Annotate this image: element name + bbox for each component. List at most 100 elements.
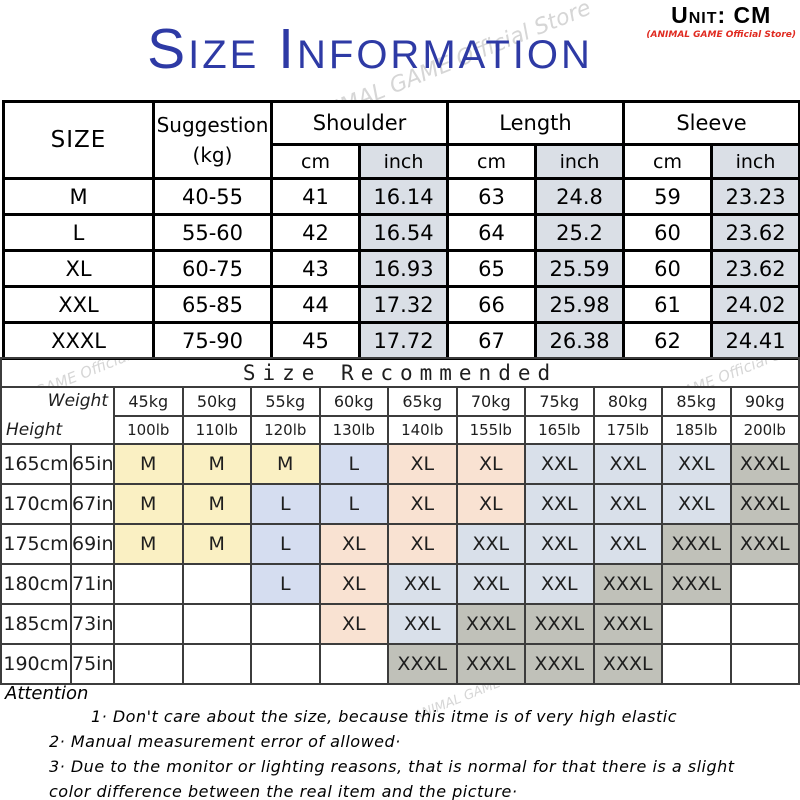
size-recommend-cell: XXXL <box>729 443 800 485</box>
weight-lb-header: 110lb <box>181 415 252 445</box>
height-in-cell: 65in <box>70 443 115 485</box>
size-recommend-cell: XXL <box>455 563 526 605</box>
size-row-l: L 55-60 42 16.54 64 25.2 60 23.62 <box>2 213 800 252</box>
size-recommend-cell: M <box>113 443 184 485</box>
sleeve-cm-cell: 59 <box>622 177 714 216</box>
sleeve-cm-cell: 61 <box>622 285 714 324</box>
height-in-cell: 67in <box>70 483 115 525</box>
recommend-row-190: 190cm 75in XXXL XXXL XXXL XXXL <box>0 643 800 685</box>
size-recommend-cell <box>181 643 252 685</box>
size-recommend-cell: L <box>318 443 389 485</box>
size-table: SIZE Suggestion (kg) Shoulder Length Sle… <box>2 100 800 360</box>
size-recommend-cell: L <box>250 563 321 605</box>
sleeve-inch-cell: 23.23 <box>710 177 800 216</box>
size-recommend-cell: XXXL <box>592 643 663 685</box>
size-recommend-cell: XL <box>387 443 458 485</box>
cm-header: cm <box>622 143 714 180</box>
length-inch-cell: 25.59 <box>534 249 626 288</box>
cm-header: cm <box>446 143 538 180</box>
weight-kg-header: 85kg <box>661 386 732 417</box>
weight-kg-header: 65kg <box>387 386 458 417</box>
size-row-xl: XL 60-75 43 16.93 65 25.59 60 23.62 <box>2 249 800 288</box>
size-cell: XL <box>2 249 155 288</box>
group-header-sleeve: Sleeve <box>622 100 800 146</box>
size-recommend-cell: XXL <box>524 563 595 605</box>
group-header-length: Length <box>446 100 626 146</box>
shoulder-cm-cell: 45 <box>270 321 361 360</box>
length-cm-cell: 64 <box>446 213 538 252</box>
size-table-group-header-row: SIZE Suggestion (kg) Shoulder Length Sle… <box>2 100 800 180</box>
inch-header: inch <box>534 143 626 180</box>
height-cm-cell: 175cm <box>0 523 72 565</box>
shoulder-inch-cell: 17.32 <box>357 285 450 324</box>
size-recommend-cell <box>113 643 184 685</box>
weight-lb-header: 120lb <box>250 415 321 445</box>
size-row-m: M 40-55 41 16.14 63 24.8 59 23.23 <box>2 177 800 216</box>
unit-block: Unit: CM (ANIMAL GAME Official Store) <box>646 2 796 40</box>
attention-item: 3· Due to the monitor or lighting reason… <box>49 757 735 776</box>
size-recommend-cell <box>661 603 732 645</box>
suggestion-cell: 65-85 <box>152 285 273 324</box>
page-title: Size Information <box>147 17 593 81</box>
size-recommend-cell: XL <box>387 523 458 565</box>
height-cm-cell: 165cm <box>0 443 72 485</box>
recommend-row-175: 175cm 69in M M L XL XL XXL XXL XXL XXXL … <box>0 523 800 565</box>
height-cm-cell: 190cm <box>0 643 72 685</box>
weight-kg-header: 70kg <box>455 386 526 417</box>
size-recommend-cell: XXL <box>387 603 458 645</box>
recommend-row-180: 180cm 71in L XL XXL XXL XXL XXXL XXXL <box>0 563 800 605</box>
sleeve-cm-cell: 60 <box>622 213 714 252</box>
size-recommend-cell: XXXL <box>387 643 458 685</box>
cm-header: cm <box>270 143 361 180</box>
weight-lb-header: 140lb <box>387 415 458 445</box>
size-row-xxl: XXL 65-85 44 17.32 66 25.98 61 24.02 <box>2 285 800 324</box>
size-recommend-cell <box>318 643 389 685</box>
recommend-title-row: Size Recommended <box>0 357 800 388</box>
size-recommend-cell: XXXL <box>455 603 526 645</box>
unit-label: Unit: CM <box>671 2 772 28</box>
weight-lb-header: 100lb <box>113 415 184 445</box>
size-recommend-cell: L <box>318 483 389 525</box>
shoulder-inch-cell: 16.14 <box>357 177 450 216</box>
weight-lb-header: 175lb <box>592 415 663 445</box>
size-recommend-cell <box>181 603 252 645</box>
shoulder-inch-cell: 17.72 <box>357 321 450 360</box>
suggestion-cell: 55-60 <box>152 213 273 252</box>
inch-header: inch <box>357 143 450 180</box>
height-in-cell: 69in <box>70 523 115 565</box>
size-recommend-cell: M <box>113 483 184 525</box>
group-header-shoulder: Shoulder <box>269 100 450 146</box>
recommend-table-title: Size Recommended <box>0 357 800 388</box>
size-recommend-cell: M <box>181 523 252 565</box>
weight-height-corner: Weight Height <box>0 386 115 445</box>
size-recommend-cell: XL <box>455 483 526 525</box>
size-recommend-cell <box>661 643 732 685</box>
size-recommend-cell: XXL <box>455 523 526 565</box>
size-recommend-cell: XL <box>318 563 389 605</box>
length-inch-cell: 25.98 <box>534 285 626 324</box>
recommend-row-185: 185cm 73in XL XXL XXXL XXXL XXXL <box>0 603 800 645</box>
height-cm-cell: 180cm <box>0 563 72 605</box>
store-label: (ANIMAL GAME Official Store) <box>646 30 796 40</box>
size-recommend-cell: XXL <box>524 523 595 565</box>
size-recommend-cell: M <box>250 443 321 485</box>
length-cm-cell: 67 <box>446 321 538 360</box>
size-recommend-cell: XXXL <box>592 603 663 645</box>
weight-kg-header-row: Weight Height 45kg 50kg 55kg 60kg 65kg 7… <box>0 386 800 445</box>
size-recommend-cell: L <box>250 523 321 565</box>
suggestion-column-header: Suggestion (kg) <box>152 100 273 180</box>
sleeve-inch-cell: 24.02 <box>710 285 800 324</box>
weight-kg-header: 45kg <box>113 386 184 417</box>
shoulder-inch-cell: 16.93 <box>357 249 450 288</box>
height-in-cell: 73in <box>70 603 115 645</box>
length-cm-cell: 66 <box>446 285 538 324</box>
length-cm-cell: 63 <box>446 177 538 216</box>
inch-header: inch <box>710 143 800 180</box>
height-cm-cell: 170cm <box>0 483 72 525</box>
suggestion-label: Suggestion <box>156 113 269 137</box>
size-recommend-cell: L <box>250 483 321 525</box>
size-recommend-cell: XXL <box>661 443 732 485</box>
size-recommend-cell: M <box>181 443 252 485</box>
weight-lb-header: 185lb <box>661 415 732 445</box>
sleeve-cm-cell: 62 <box>622 321 714 360</box>
